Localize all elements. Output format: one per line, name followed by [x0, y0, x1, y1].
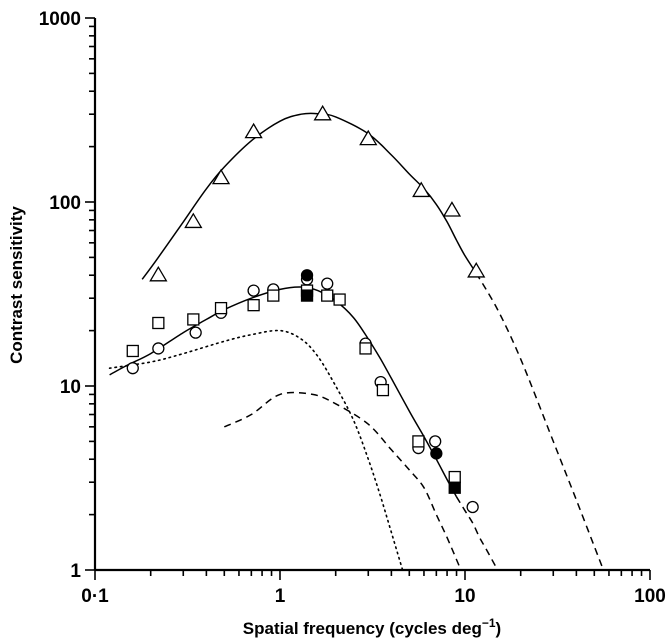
triangle-marker — [467, 262, 486, 278]
curve-dashed — [475, 272, 605, 571]
square-marker — [333, 293, 346, 306]
x-axis-title: Spatial frequency (cycles deg−1) — [243, 616, 501, 638]
fitted-curves — [108, 112, 605, 571]
y-tick-label: 1 — [70, 561, 81, 582]
square-marker — [359, 342, 372, 355]
filled-square-marker — [448, 481, 461, 494]
square-marker — [214, 301, 228, 315]
square-marker — [126, 344, 139, 358]
square-marker — [187, 313, 200, 326]
triangle-marker — [244, 122, 263, 139]
y-axis-title: Contrast sensitivity — [7, 206, 26, 364]
filled-circle-marker — [430, 447, 443, 460]
square-marker — [321, 289, 334, 302]
x-axis-title-close: ) — [496, 619, 502, 638]
data-points — [126, 104, 486, 514]
triangle-marker — [442, 201, 462, 217]
filled-circle-marker — [300, 269, 314, 282]
circle-marker — [247, 284, 260, 297]
y-tick-label: 1000 — [39, 9, 81, 30]
circle-marker — [152, 342, 165, 355]
square-marker — [152, 316, 165, 330]
x-axis-title-superscript: −1 — [482, 616, 496, 630]
triangle-marker — [211, 168, 231, 185]
circle-marker — [429, 435, 442, 448]
circle-marker — [189, 326, 202, 339]
triangle-marker — [359, 129, 378, 146]
y-tick-label: 100 — [49, 193, 81, 214]
square-marker — [376, 383, 390, 397]
triangle-marker — [313, 104, 332, 121]
filled-square-marker — [300, 289, 314, 302]
curve-solid — [141, 112, 477, 280]
x-tick-label: 10 — [454, 586, 475, 607]
y-tick-label: 10 — [60, 377, 81, 398]
circle-marker — [466, 500, 479, 514]
square-marker — [267, 289, 280, 302]
circle-marker — [321, 277, 334, 290]
x-tick-label: 100 — [634, 586, 666, 607]
triangle-marker — [412, 181, 431, 198]
x-tick-label: 0·1 — [81, 586, 109, 607]
triangle-marker — [149, 265, 168, 282]
x-tick-label: 1 — [275, 586, 286, 607]
triangle-marker — [184, 212, 203, 229]
circle-marker — [126, 362, 139, 375]
curve-dashed — [455, 496, 499, 571]
curve-dotted — [108, 329, 404, 571]
square-marker — [247, 299, 260, 312]
square-marker — [412, 435, 425, 448]
axes — [85, 17, 651, 580]
square-marker — [448, 470, 461, 484]
curve-dashed — [223, 391, 462, 571]
